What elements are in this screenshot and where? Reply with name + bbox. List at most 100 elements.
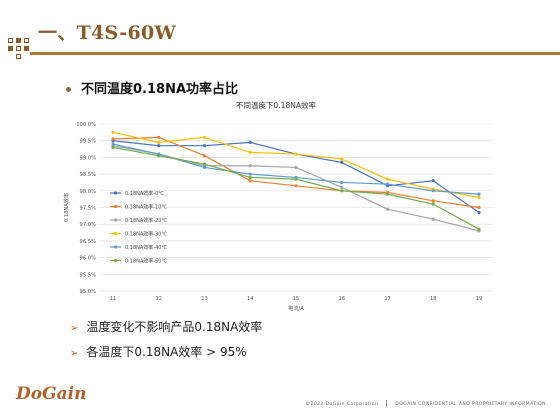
decorative-square	[8, 38, 13, 43]
y-tick-label: 97.5%	[80, 206, 97, 212]
efficiency-chart: 不同温度下0.18NA效率 100.0% 99.5% 99.0% 98.5% 98.0% 9…	[60, 97, 502, 312]
decorative-square	[24, 46, 29, 51]
data-point	[431, 199, 435, 203]
data-point	[111, 142, 115, 146]
data-point	[385, 192, 390, 196]
efficiency-chart-svg: 不同温度下0.18NA效率 100.0% 99.5% 99.0% 98.5% 98.0% 9…	[62, 100, 492, 312]
x-tick-label: 12	[155, 296, 162, 302]
data-point	[385, 177, 390, 181]
data-point	[477, 192, 481, 196]
data-point	[157, 135, 161, 139]
data-point	[248, 150, 252, 154]
decorative-square	[16, 46, 21, 51]
series-line	[112, 131, 480, 199]
footer: ©2022 DoGain Corporation DOGAIN CONFIDENT…	[305, 400, 546, 407]
y-tick-label: 98.5%	[80, 172, 97, 178]
y-tick-label: 99.5%	[80, 139, 97, 145]
x-tick-label: 13	[201, 296, 208, 302]
data-point	[385, 182, 390, 186]
data-point	[248, 175, 252, 180]
y-tick-label: 96.5%	[80, 239, 97, 245]
y-tick-label: 98.0%	[80, 189, 97, 195]
legend-marker	[113, 245, 118, 249]
data-point	[248, 179, 252, 183]
data-point	[385, 207, 390, 211]
decorative-square	[16, 38, 21, 43]
note-item: ➢ 各温度下0.18NA效率 > 95%	[70, 343, 247, 360]
x-tick-label: 19	[476, 296, 483, 302]
slide-title: 一、T4S-60W	[38, 22, 177, 44]
y-tick-label: 95.0%	[80, 289, 97, 295]
data-point	[477, 227, 481, 231]
legend-marker	[113, 191, 118, 195]
data-point	[340, 157, 344, 161]
section-bullet: 不同温度0.18NA功率占比	[66, 78, 238, 97]
data-point	[294, 152, 298, 156]
arrow-right-icon: ➢	[70, 323, 79, 334]
legend-entry: 0.18NA效率-20℃	[125, 217, 167, 224]
data-point	[294, 165, 298, 170]
legend-entry: 0.18NA效率-40℃	[125, 244, 167, 251]
data-point	[477, 205, 481, 210]
data-point	[202, 162, 207, 166]
data-point	[340, 185, 344, 190]
x-tick-label: 15	[293, 296, 300, 302]
data-point	[294, 177, 298, 181]
y-tick-label: 97.0%	[80, 222, 97, 228]
company-logo: DoGain	[16, 384, 87, 404]
decorative-square	[8, 46, 13, 51]
x-tick-label: 11	[110, 296, 117, 302]
footer-separator	[386, 400, 388, 407]
legend-marker	[113, 231, 118, 236]
data-point	[248, 172, 252, 176]
data-point	[202, 144, 207, 148]
y-tick-label: 99.0%	[80, 155, 97, 161]
data-point	[111, 137, 115, 141]
data-point	[202, 135, 207, 139]
section-bullet-text: 不同温度0.18NA功率占比	[81, 82, 239, 97]
footer-copyright: ©2022 DoGain Corporation	[305, 402, 379, 407]
arrow-right-icon: ➢	[70, 348, 79, 359]
data-point	[431, 179, 435, 183]
legend-marker	[113, 218, 118, 222]
data-point	[157, 154, 161, 158]
data-point	[340, 160, 344, 165]
note-text: 各温度下0.18NA效率 > 95%	[86, 345, 247, 359]
x-tick-label: 16	[338, 296, 345, 302]
data-point	[431, 202, 435, 206]
footer-confidential: DOGAIN CONFIDENTIAL AND PROPRIETARY INFO…	[395, 402, 546, 407]
legend-entry: 0.18NA效率-10℃	[125, 204, 167, 211]
series-line	[112, 145, 480, 232]
data-point	[202, 154, 207, 158]
bullet-dot-icon	[66, 87, 71, 92]
data-point	[294, 184, 298, 188]
note-text: 温度变化不影响产品0.18NA效率	[86, 320, 263, 334]
y-tick-label: 95.5%	[80, 272, 97, 278]
x-tick-label: 18	[430, 296, 437, 302]
data-point	[340, 189, 344, 193]
y-tick-label: 96.0%	[80, 256, 97, 262]
chart-title: 不同温度下0.18NA效率	[236, 100, 316, 110]
data-point	[431, 217, 435, 221]
note-item: ➢ 温度变化不影响产品0.18NA效率	[70, 318, 262, 335]
data-point	[477, 210, 481, 215]
data-point	[202, 165, 207, 170]
x-tick-label: 17	[384, 296, 391, 302]
title-underline	[30, 52, 560, 55]
slide-header: 一、T4S-60W	[0, 0, 560, 62]
data-point	[477, 195, 481, 200]
decorative-square	[24, 38, 29, 43]
data-point	[431, 189, 435, 193]
data-point	[111, 145, 115, 149]
y-tick-label: 100.0%	[76, 122, 96, 128]
data-point	[157, 144, 161, 148]
y-axis-label: 0.18NA效率	[62, 193, 70, 222]
legend-entry: 0.18NA效率-50℃	[125, 258, 167, 265]
legend-entry: 0.18NA效率-30℃	[125, 231, 167, 238]
legend-marker	[113, 258, 118, 263]
data-point	[340, 180, 344, 185]
data-point	[248, 140, 252, 144]
data-point	[248, 164, 252, 168]
legend-marker	[113, 204, 118, 209]
x-tick-label: 14	[247, 296, 254, 302]
